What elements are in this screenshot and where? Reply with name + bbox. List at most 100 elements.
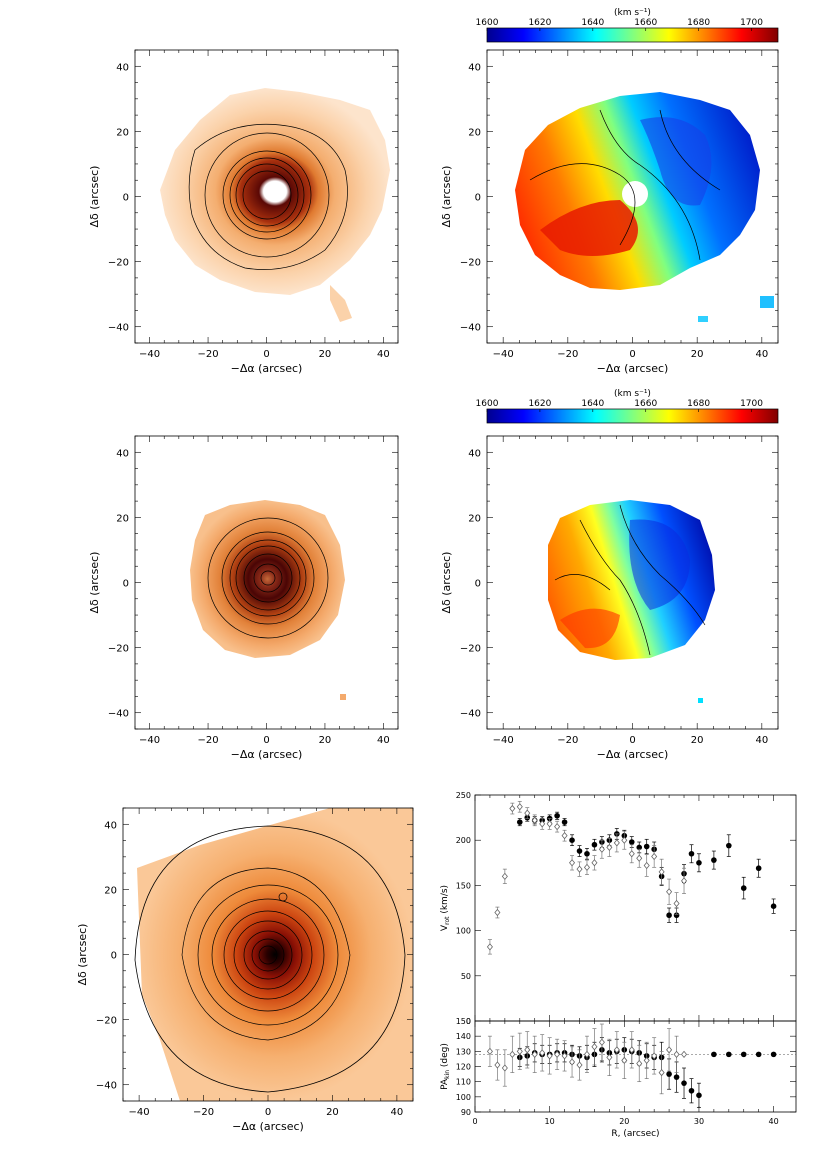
x-tick-label: 40: [755, 349, 768, 360]
data-point-open: [636, 854, 643, 862]
data-point-open: [636, 1059, 643, 1068]
colorbar-gradient: [486, 27, 779, 43]
data-point-open: [539, 820, 546, 828]
y-tick-label: −20: [108, 258, 129, 269]
panel-image-bottom: −40 −20 0 20 40 40 20 0 −20 −40 −Δα (arcsec) Δδ (ar…: [76, 807, 414, 1133]
data-point-open: [569, 1058, 576, 1066]
data-point-open: [643, 861, 650, 870]
y-tick-label: 20: [116, 127, 129, 138]
data-point-open: [516, 1047, 523, 1055]
y-tick-label: −20: [96, 1016, 117, 1027]
y-tick-label: 20: [468, 513, 481, 524]
x-tick-label: −20: [198, 735, 219, 746]
data-point-filled: [643, 843, 650, 850]
colorbar-tick-label: 1620: [528, 399, 551, 409]
data-point-filled: [636, 844, 643, 851]
data-point-open: [681, 1050, 688, 1058]
data-point-filled: [681, 1080, 687, 1086]
data-point-filled: [516, 819, 523, 825]
x-tick-label: −20: [193, 1107, 214, 1118]
flux-map-mid: [190, 500, 346, 700]
data-point-filled: [673, 1074, 680, 1080]
x-tick-label: 10: [545, 1117, 555, 1126]
y-tick-label: 40: [104, 820, 117, 831]
data-point-open: [606, 843, 613, 852]
colorbar-label: (km s⁻¹): [614, 389, 651, 399]
data-point-open: [486, 1047, 493, 1055]
y-axis-label: Δδ (arcsec): [88, 166, 101, 228]
series-open: [486, 1023, 688, 1095]
data-point-open: [509, 804, 516, 813]
y-tick-label: 20: [116, 513, 129, 524]
y-tick-label: 150: [456, 1017, 471, 1026]
x-tick-label: −40: [139, 735, 160, 746]
y-axis-label: Δδ (arcsec): [76, 924, 89, 986]
y-tick-label: 0: [475, 193, 481, 204]
data-point-open: [531, 816, 538, 824]
y-axis-label: Δδ (arcsec): [440, 552, 453, 614]
x-tick-label: −40: [493, 349, 514, 360]
data-point-filled: [696, 1092, 702, 1099]
flux-map-top: [160, 88, 390, 322]
data-point-filled: [755, 865, 762, 872]
x-tick-label: −20: [198, 349, 219, 360]
panel-flux-mid: −40 −20 0 20 40 40 20 0 −20 −40 −Δα (arcsec) Δδ (ar…: [88, 435, 399, 761]
data-point-open: [658, 1068, 665, 1077]
y-tick-label: −20: [108, 644, 129, 655]
y-tick-label: −40: [108, 323, 129, 334]
x-tick-label: −20: [557, 735, 578, 746]
data-point-filled: [711, 1051, 717, 1058]
subplot-position-angle: 90 100 110 120 130 140 150 PAkin (deg) 0 10 20 30 40…: [440, 1017, 797, 1139]
data-point-open: [591, 1043, 598, 1051]
y-tick-label: 250: [456, 791, 471, 800]
x-axis-label: −Δα (arcsec): [231, 748, 303, 761]
y-tick-label: 90: [461, 1108, 471, 1117]
x-tick-label: 20: [326, 1107, 339, 1118]
panel-flux-top: −40 −20 0 20 40 40 20 0 −20 −40 −Δα (arcsec) Δδ (ar…: [88, 49, 399, 375]
data-point-open: [516, 803, 523, 811]
data-point-open: [613, 839, 620, 847]
y-tick-label: 40: [116, 62, 129, 73]
colorbar-tick-label: 1680: [687, 18, 710, 28]
x-tick-label: 20: [319, 349, 332, 360]
x-tick-label: 0: [263, 349, 269, 360]
data-point-open: [576, 1061, 583, 1069]
data-point-open: [486, 943, 493, 951]
data-point-open: [539, 1049, 546, 1057]
optical-image-bottom: [134, 808, 413, 1101]
data-point-open: [576, 865, 583, 873]
y-tick-label: 50: [461, 972, 471, 981]
data-point-open: [658, 868, 665, 876]
data-point-open: [583, 863, 590, 871]
y-tick-label: 200: [456, 836, 471, 845]
colorbar-mid: 1600 1620 1640 1660 1680 1700 (km s⁻¹): [476, 389, 779, 424]
x-tick-label: 30: [694, 1117, 704, 1126]
data-point-open: [524, 809, 531, 817]
data-point-filled: [726, 842, 732, 849]
colorbar-tick-label: 1600: [476, 18, 499, 28]
data-point-open: [546, 820, 553, 828]
x-tick-label: −20: [557, 349, 578, 360]
panel-velocity-mid: −40 −20 0 20 40 40 20 0 −20 −40 −Δα (arcsec) Δδ (ar…: [440, 435, 779, 761]
x-tick-label: 20: [619, 1117, 629, 1126]
data-point-filled: [673, 912, 680, 919]
data-point-open: [561, 1052, 568, 1060]
x-tick-label: −40: [139, 349, 160, 360]
y-tick-label: 0: [111, 951, 117, 962]
data-point-filled: [591, 841, 598, 848]
data-point-open: [554, 823, 561, 831]
data-point-open: [613, 1046, 620, 1054]
y-tick-label: 0: [466, 1017, 471, 1026]
data-point-open: [666, 1046, 673, 1054]
x-axis-label: −Δα (arcsec): [597, 362, 669, 375]
x-axis-label: −Δα (arcsec): [597, 748, 669, 761]
data-point-open: [494, 908, 501, 917]
y-tick-label: 150: [456, 881, 471, 890]
colorbar-tick-label: 1700: [740, 18, 763, 28]
y-tick-label: 0: [475, 579, 481, 590]
data-point-open: [598, 845, 605, 853]
x-axis-label: −Δα (arcsec): [232, 1120, 304, 1133]
data-point-filled: [561, 819, 568, 825]
x-tick-label: 40: [377, 735, 390, 746]
y-tick-label: −40: [460, 709, 481, 720]
